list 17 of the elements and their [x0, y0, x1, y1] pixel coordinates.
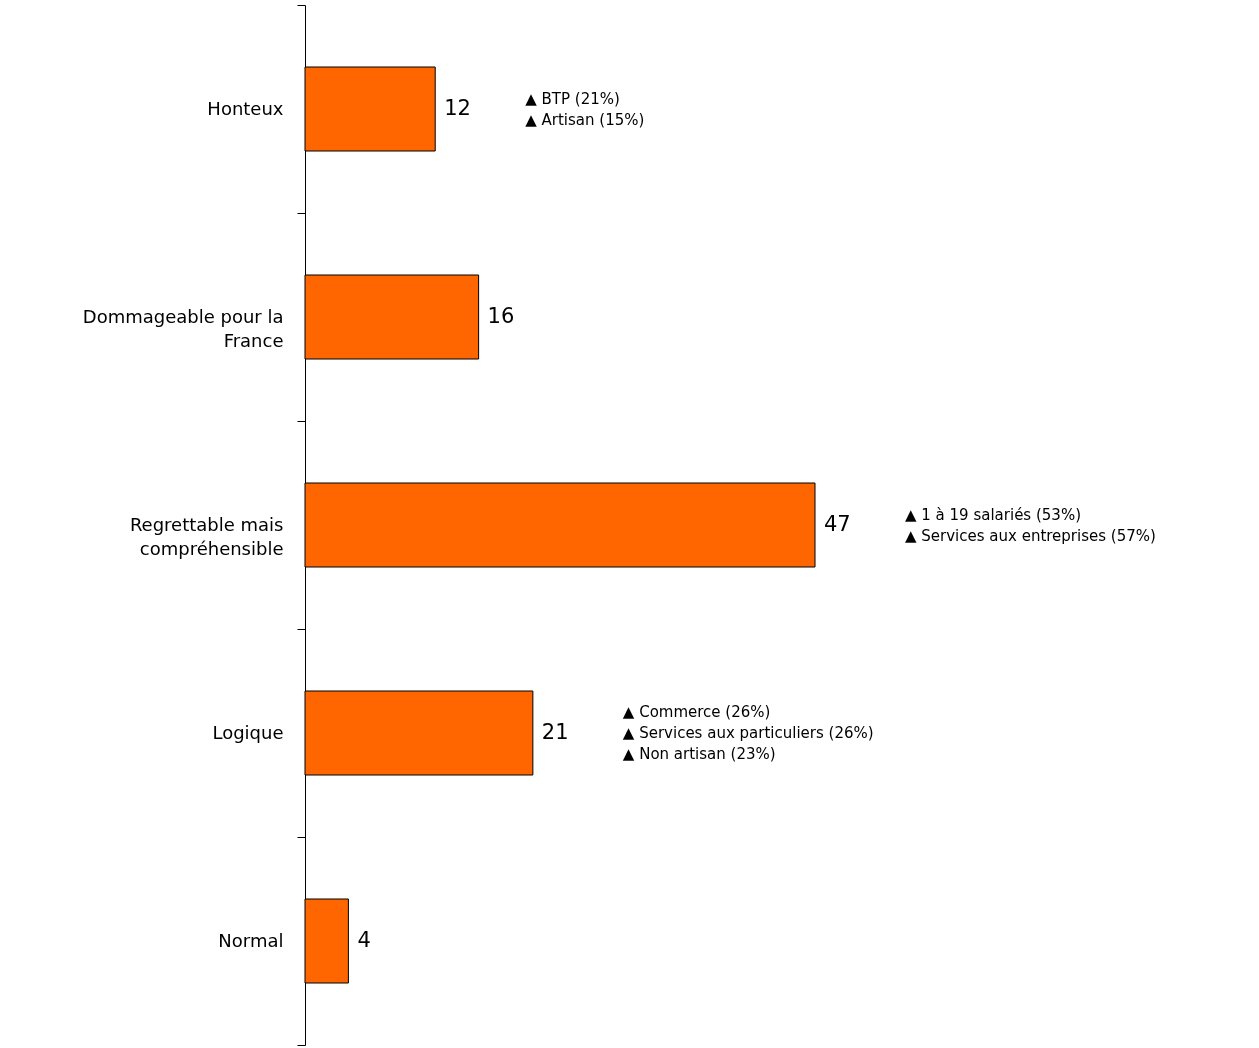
data-label: 21 [541, 720, 569, 744]
text: ▲ 1 à 19 salariés (53%) [905, 505, 1081, 524]
y-tick-label: Logique [212, 721, 284, 743]
annotation: ▲ Artisan (15%) [525, 110, 645, 129]
y-tick-label: Normal [218, 929, 284, 951]
data-label: 4 [357, 928, 371, 952]
data-label: 16 [487, 304, 515, 328]
annotation: ▲ Services aux particuliers (26%) [622, 724, 874, 742]
y-tick-label: Honteux [207, 97, 284, 119]
annotation: ▲ Non artisan (23%) [622, 745, 776, 763]
y-tick-label: Dommageable pour la France [82, 305, 284, 351]
annotation: ▲ Commerce (26%) [622, 703, 771, 721]
annotation: ▲ BTP (21%) [525, 89, 620, 108]
data-label: 12 [444, 96, 471, 120]
text: ▲ Services aux entreprises (57%) [905, 526, 1156, 545]
y-tick-label: Regrettable mais compréhensible [129, 513, 284, 559]
data-label: 47 [824, 512, 851, 536]
